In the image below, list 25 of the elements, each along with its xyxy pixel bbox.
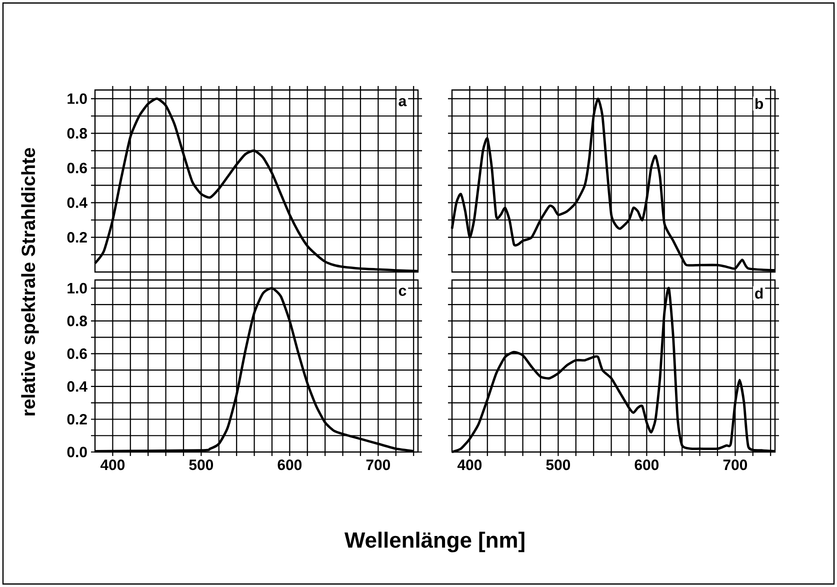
x-tick-label: 400 bbox=[457, 460, 482, 470]
x-tick-label: 700 bbox=[723, 460, 748, 470]
x-tick-label: 600 bbox=[278, 460, 302, 470]
x-axis-title: Wellenlänge [nm] bbox=[344, 532, 524, 552]
annotation: c bbox=[398, 288, 406, 296]
y-tick-label: 1.0 bbox=[68, 93, 87, 104]
y-axis-title: relative spektrale Strahldichte bbox=[21, 148, 39, 416]
y-tick-label: 0.2 bbox=[67, 414, 87, 425]
y-tick-label: 0.4 bbox=[67, 381, 88, 392]
y-tick-label: 0.4 bbox=[67, 197, 88, 208]
annotation: a bbox=[398, 98, 407, 106]
x-tick-label: 500 bbox=[189, 460, 214, 470]
y-tick-label: 0.6 bbox=[67, 348, 87, 359]
x-tick-label: 400 bbox=[100, 460, 125, 470]
y-tick-label: 1.0 bbox=[68, 282, 87, 294]
y-tick-label: 0.8 bbox=[67, 316, 88, 326]
x-tick-label: 700 bbox=[366, 460, 390, 470]
annotation: d bbox=[755, 288, 763, 299]
y-tick-label: 0.8 bbox=[67, 128, 88, 139]
y-tick-label: 0.0 bbox=[67, 446, 87, 458]
y-tick-label: 0.2 bbox=[67, 232, 87, 243]
annotation: b bbox=[755, 98, 764, 110]
y-tick-label: 0.6 bbox=[67, 162, 87, 174]
x-tick-label: 500 bbox=[546, 460, 570, 470]
x-tick-label: 600 bbox=[634, 460, 659, 470]
